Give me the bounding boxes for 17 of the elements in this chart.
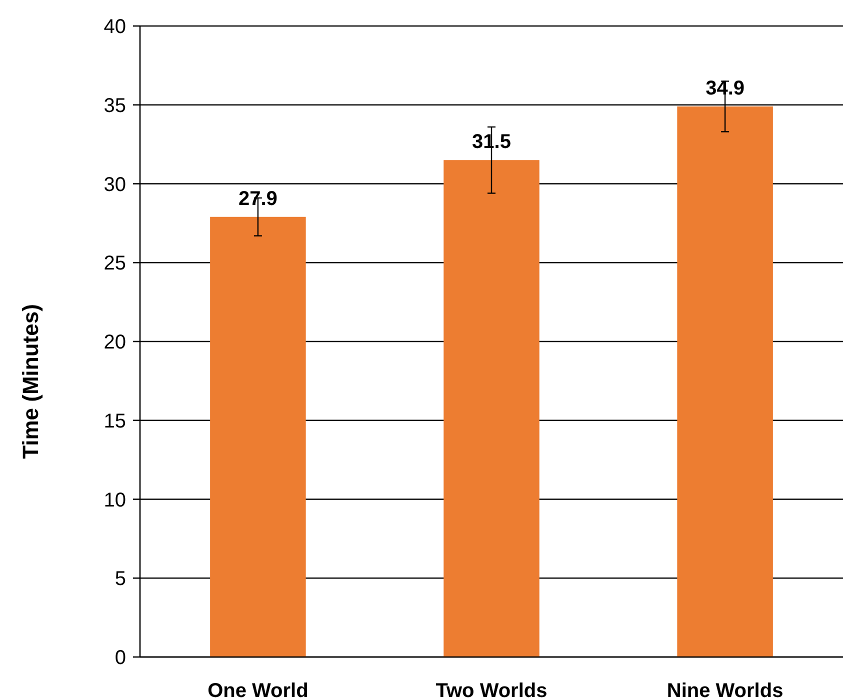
bar <box>444 160 540 657</box>
x-tick-label: Two Worlds <box>436 680 548 700</box>
y-tick-label: 30 <box>104 174 126 196</box>
y-tick-label: 35 <box>104 94 126 117</box>
bar <box>210 216 306 657</box>
y-tick-label: 10 <box>104 489 126 512</box>
y-tick-label: 40 <box>104 16 126 38</box>
x-tick-label: Nine Worlds <box>666 680 784 700</box>
y-axis-title: Time (Minutes) <box>18 304 43 459</box>
y-tick-label: 25 <box>104 252 126 275</box>
y-tick-label: 5 <box>114 568 126 590</box>
x-tick-label: One World <box>208 680 308 700</box>
y-tick-label: 0 <box>114 647 126 669</box>
y-tick-label: 15 <box>104 410 126 432</box>
bar <box>677 106 773 657</box>
data-label: 27.9 <box>238 188 278 210</box>
y-tick-label: 20 <box>104 332 126 354</box>
